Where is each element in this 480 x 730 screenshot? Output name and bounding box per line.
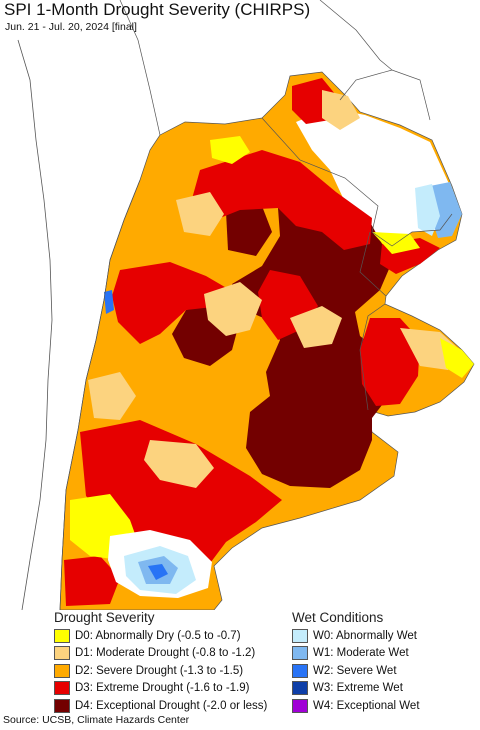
wet-patch-patagonia-strong [148,564,168,580]
normal-area-paraguay [296,108,452,246]
wet-patch-northeast [430,182,462,238]
moderate-drought-south [144,440,214,488]
map-subtitle: Jun. 21 - Jul. 20, 2024 [final] [5,21,137,33]
legend-item-w3: W3: Extreme Wet [292,680,480,698]
legend-item-d2: D2: Severe Drought (-1.3 to -1.5) [54,662,290,680]
legend-label-w1: W1: Moderate Wet [313,647,409,660]
moderate-drought-north [176,192,224,236]
legend-item-d4: D4: Exceptional Drought (-2.0 or less) [54,697,290,715]
legend-label-w2: W2: Severe Wet [313,664,397,677]
legend-swatch-d3 [54,681,70,696]
moderate-drought-chaco [290,306,342,348]
source-credit: Source: UCSB, Climate Hazards Center [3,714,190,726]
wet-patch-northeast-light [415,184,440,236]
drought-map: SPI 1-Month Drought Severity (CHIRPS) Ju… [4,0,475,610]
legend-item-w2: W2: Severe Wet [292,662,480,680]
wet-patch-andes [104,290,114,314]
legend-label-w4: W4: Exceptional Wet [313,699,420,712]
extreme-drought-far-south [64,556,120,606]
drought-legend-title: Drought Severity [54,610,155,625]
wet-legend: Wet Conditions W0: Abnormally Wet W1: Mo… [292,608,480,715]
legend-label-d4: D4: Exceptional Drought (-2.0 or less) [75,699,268,712]
legend-item-d3: D3: Extreme Drought (-1.6 to -1.9) [54,680,290,698]
legend-swatch-w3 [292,681,308,696]
legend-swatch-d1 [54,646,70,661]
legend-label-d2: D2: Severe Drought (-1.3 to -1.5) [75,664,244,677]
legend-label-w3: W3: Extreme Wet [313,682,403,695]
moderate-drought-center [204,282,262,336]
abnormally-dry-uruguay [440,338,474,378]
legend-item-d0: D0: Abnormally Dry (-0.5 to -0.7) [54,627,290,645]
legend-label-w0: W0: Abnormally Wet [313,629,417,642]
moderate-drought-bolivia [322,90,360,130]
extreme-drought-west [112,262,230,344]
legend-item-w0: W0: Abnormally Wet [292,627,480,645]
chile-outline [17,39,53,610]
map-canvas [17,0,475,610]
legend-item-w1: W1: Moderate Wet [292,645,480,663]
legend-label-d3: D3: Extreme Drought (-1.6 to -1.9) [75,682,250,695]
bolivia-outline [119,0,161,136]
legend-swatch-w1 [292,646,308,661]
exceptional-drought-north [226,206,272,256]
abnormally-dry-north [210,136,250,164]
extreme-drought-uruguay [360,318,420,406]
extreme-drought-north [190,150,372,250]
legend-swatch-w0 [292,628,308,643]
legend-swatch-d2 [54,663,70,678]
map-title: SPI 1-Month Drought Severity (CHIRPS) [4,0,311,19]
legend-swatch-d4 [54,698,70,713]
legend-item-d1: D1: Moderate Drought (-0.8 to -1.2) [54,645,290,663]
wet-legend-title: Wet Conditions [292,610,384,625]
brazil-outline [319,0,393,71]
legend-swatch-w4 [292,698,308,713]
legend-label-d0: D0: Abnormally Dry (-0.5 to -0.7) [75,629,241,642]
drought-legend: Drought Severity D0: Abnormally Dry (-0.… [54,608,290,715]
legend-swatch-d0 [54,628,70,643]
legend-label-d1: D1: Moderate Drought (-0.8 to -1.2) [75,647,256,660]
legend-item-w4: W4: Exceptional Wet [292,697,480,715]
moderate-drought-west [88,372,136,420]
legend-swatch-w2 [292,663,308,678]
